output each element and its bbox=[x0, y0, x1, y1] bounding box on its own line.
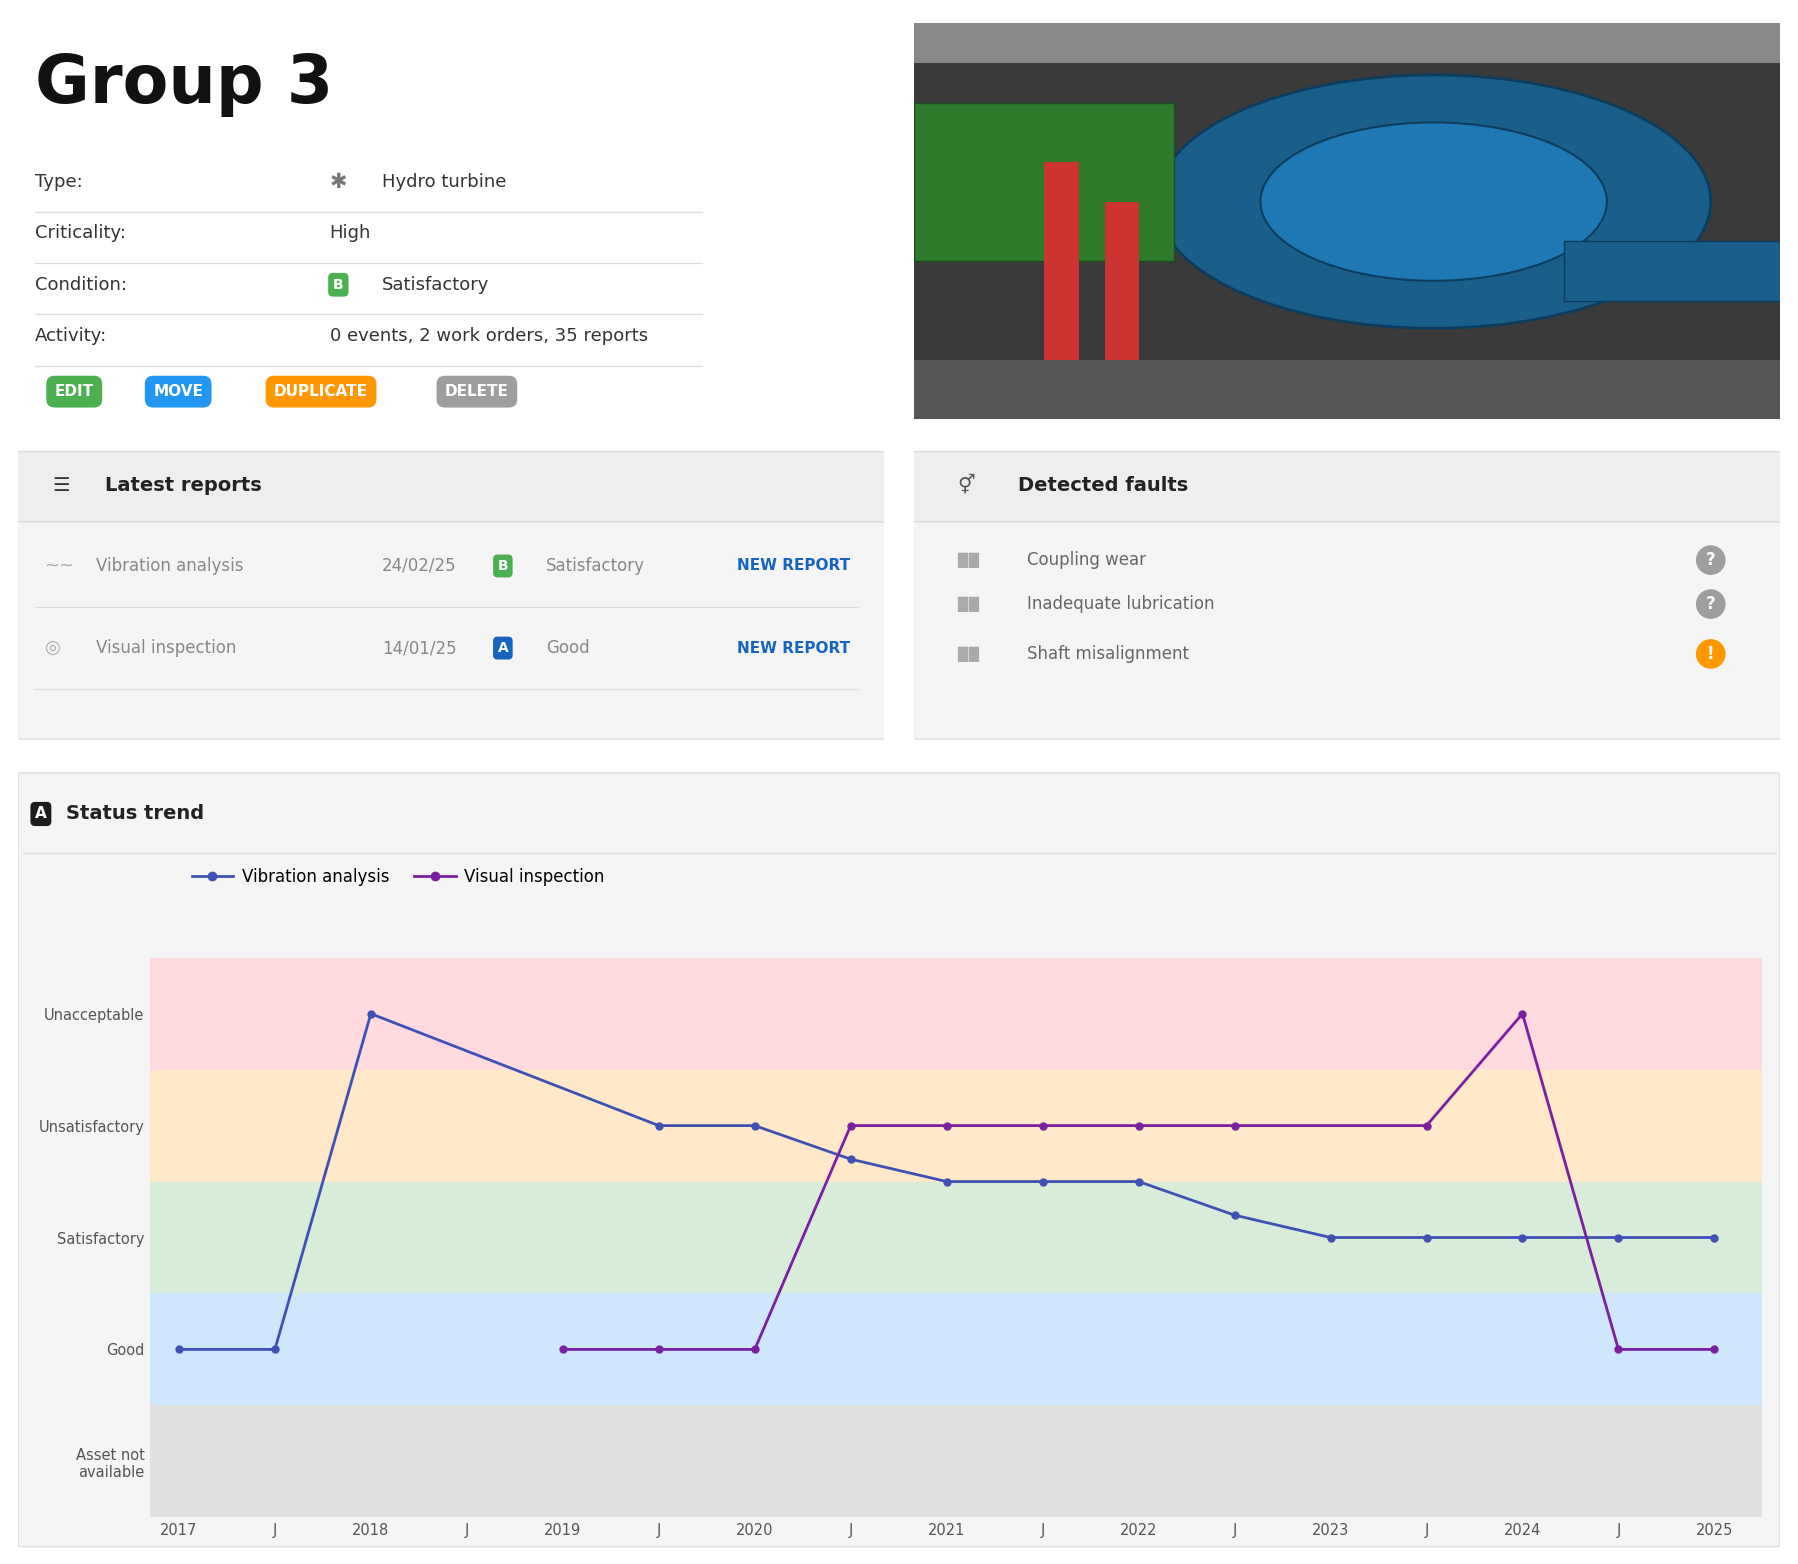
Bar bbox=[913, 103, 1174, 261]
Text: ⚥: ⚥ bbox=[958, 475, 975, 496]
Text: ▉▉: ▉▉ bbox=[958, 646, 982, 662]
Text: Good: Good bbox=[547, 640, 590, 657]
Circle shape bbox=[1260, 122, 1607, 282]
Text: B: B bbox=[333, 278, 343, 292]
Text: 24/02/25: 24/02/25 bbox=[381, 557, 457, 576]
Text: ~~: ~~ bbox=[43, 557, 74, 576]
Text: Coupling wear: Coupling wear bbox=[1027, 551, 1145, 569]
Text: ☰: ☰ bbox=[52, 475, 70, 494]
Text: Activity:: Activity: bbox=[36, 327, 108, 346]
Text: 14/01/25: 14/01/25 bbox=[381, 640, 457, 657]
Text: Shaft misalignment: Shaft misalignment bbox=[1027, 644, 1188, 663]
Text: !: ! bbox=[1706, 644, 1715, 663]
Text: A: A bbox=[34, 807, 47, 821]
Bar bbox=[1104, 202, 1140, 360]
Text: ▉▉: ▉▉ bbox=[958, 552, 982, 568]
Text: B: B bbox=[498, 558, 509, 572]
Text: Latest reports: Latest reports bbox=[104, 475, 261, 494]
Text: Detected faults: Detected faults bbox=[1018, 475, 1188, 494]
Bar bbox=[913, 360, 1780, 419]
Text: ✱: ✱ bbox=[329, 172, 347, 192]
Text: A: A bbox=[498, 641, 509, 655]
Text: ?: ? bbox=[1706, 551, 1715, 569]
Text: ◎: ◎ bbox=[43, 640, 59, 657]
FancyBboxPatch shape bbox=[910, 452, 1784, 738]
Text: Status trend: Status trend bbox=[65, 804, 203, 824]
Text: 0 events, 2 work orders, 35 reports: 0 events, 2 work orders, 35 reports bbox=[329, 327, 647, 346]
Text: Type:: Type: bbox=[36, 172, 83, 191]
Text: Vibration analysis: Vibration analysis bbox=[95, 557, 243, 576]
Circle shape bbox=[1156, 75, 1710, 328]
FancyBboxPatch shape bbox=[18, 773, 1780, 1547]
Text: DUPLICATE: DUPLICATE bbox=[273, 385, 369, 399]
Text: NEW REPORT: NEW REPORT bbox=[737, 558, 850, 574]
Text: MOVE: MOVE bbox=[153, 385, 203, 399]
FancyBboxPatch shape bbox=[14, 452, 888, 738]
Text: Visual inspection: Visual inspection bbox=[95, 640, 236, 657]
Text: Criticality:: Criticality: bbox=[36, 224, 126, 242]
Text: ?: ? bbox=[1706, 594, 1715, 613]
Bar bbox=[1564, 241, 1780, 300]
Bar bbox=[913, 23, 1780, 63]
Text: NEW REPORT: NEW REPORT bbox=[737, 641, 850, 655]
Text: Satisfactory: Satisfactory bbox=[381, 275, 489, 294]
Text: Condition:: Condition: bbox=[36, 275, 128, 294]
Legend: Vibration analysis, Visual inspection: Vibration analysis, Visual inspection bbox=[185, 862, 611, 893]
FancyBboxPatch shape bbox=[14, 452, 888, 522]
Text: Satisfactory: Satisfactory bbox=[547, 557, 645, 576]
Text: ▉▉: ▉▉ bbox=[958, 596, 982, 612]
Text: Inadequate lubrication: Inadequate lubrication bbox=[1027, 594, 1214, 613]
Text: DELETE: DELETE bbox=[444, 385, 509, 399]
FancyBboxPatch shape bbox=[910, 452, 1784, 522]
Text: Hydro turbine: Hydro turbine bbox=[381, 172, 505, 191]
Text: High: High bbox=[329, 224, 370, 242]
Text: EDIT: EDIT bbox=[54, 385, 93, 399]
Text: Group 3: Group 3 bbox=[36, 52, 333, 117]
Bar bbox=[1045, 163, 1079, 360]
